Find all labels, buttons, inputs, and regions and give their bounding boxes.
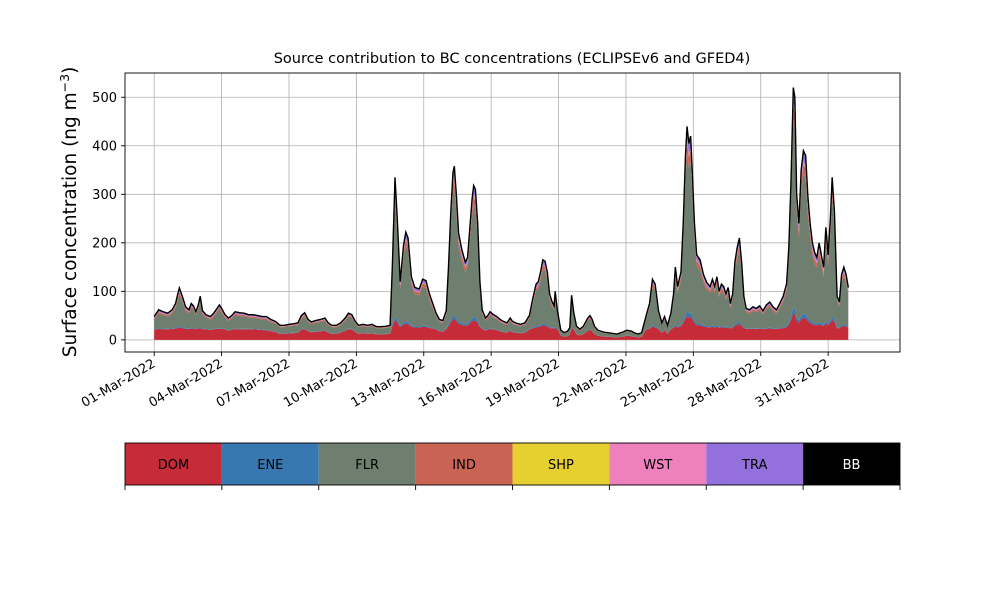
colorbar-label-tra: TRA xyxy=(741,458,767,473)
area-dom xyxy=(154,313,849,340)
stacked-areas xyxy=(153,87,850,340)
total-outline xyxy=(153,87,850,335)
y-axis-label-close: ) xyxy=(60,67,81,74)
y-tick-label-4: 400 xyxy=(92,139,117,154)
colorbar-label-wst: WST xyxy=(643,458,672,473)
colorbar-swatch-dom xyxy=(125,443,222,485)
colorbar-label-bb: BB xyxy=(843,458,861,473)
colorbar-swatch-ind xyxy=(415,443,513,485)
y-tick-label-5: 500 xyxy=(92,91,117,106)
y-axis-label-superscript: −3 xyxy=(57,74,72,92)
y-axis-label: Surface concentration (ng m−3) xyxy=(57,67,82,358)
colorbar-label-flr: FLR xyxy=(355,458,379,473)
colorbar-label-ind: IND xyxy=(452,458,476,473)
y-tick-label-2: 200 xyxy=(92,236,117,251)
area-ene xyxy=(154,308,849,338)
y-axis-label-main: Surface concentration (ng m xyxy=(60,92,81,357)
plot-frame xyxy=(124,72,901,353)
colorbar-label-dom: DOM xyxy=(158,458,189,473)
chart-title: Source contribution to BC concentrations… xyxy=(274,51,751,67)
y-tick-label-0: 0 xyxy=(109,333,117,348)
colorbar-swatch-wst xyxy=(609,443,707,485)
area-flr xyxy=(154,119,849,338)
y-tick-label-3: 300 xyxy=(92,188,117,203)
colorbar-swatch-shp xyxy=(512,443,610,485)
colorbar-swatch-tra xyxy=(706,443,804,485)
colorbar-swatch-bb xyxy=(803,443,900,485)
colorbar-swatch-ene xyxy=(221,443,319,485)
y-tick-label-1: 100 xyxy=(92,285,117,300)
colorbar-label-ene: ENE xyxy=(257,458,283,473)
colorbar-label-shp: SHP xyxy=(548,458,574,473)
source-colorbar: DOM ENE FLR IND SHP WST TRA BB xyxy=(124,442,901,490)
colorbar-swatch-flr xyxy=(318,443,416,485)
